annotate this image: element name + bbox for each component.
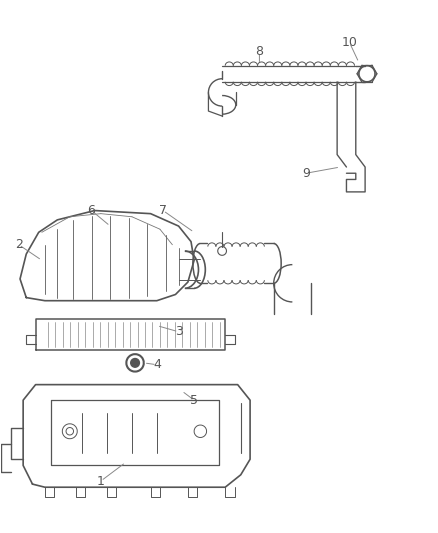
Text: 8: 8 xyxy=(255,45,263,59)
Text: 10: 10 xyxy=(342,36,357,49)
Text: 6: 6 xyxy=(88,204,95,217)
Text: 5: 5 xyxy=(190,394,198,407)
Circle shape xyxy=(131,359,139,367)
Text: 2: 2 xyxy=(15,238,23,251)
Text: 1: 1 xyxy=(97,474,105,488)
Text: 4: 4 xyxy=(153,358,161,372)
Text: 7: 7 xyxy=(159,204,167,217)
Text: 3: 3 xyxy=(175,325,183,338)
Text: 9: 9 xyxy=(302,167,310,180)
